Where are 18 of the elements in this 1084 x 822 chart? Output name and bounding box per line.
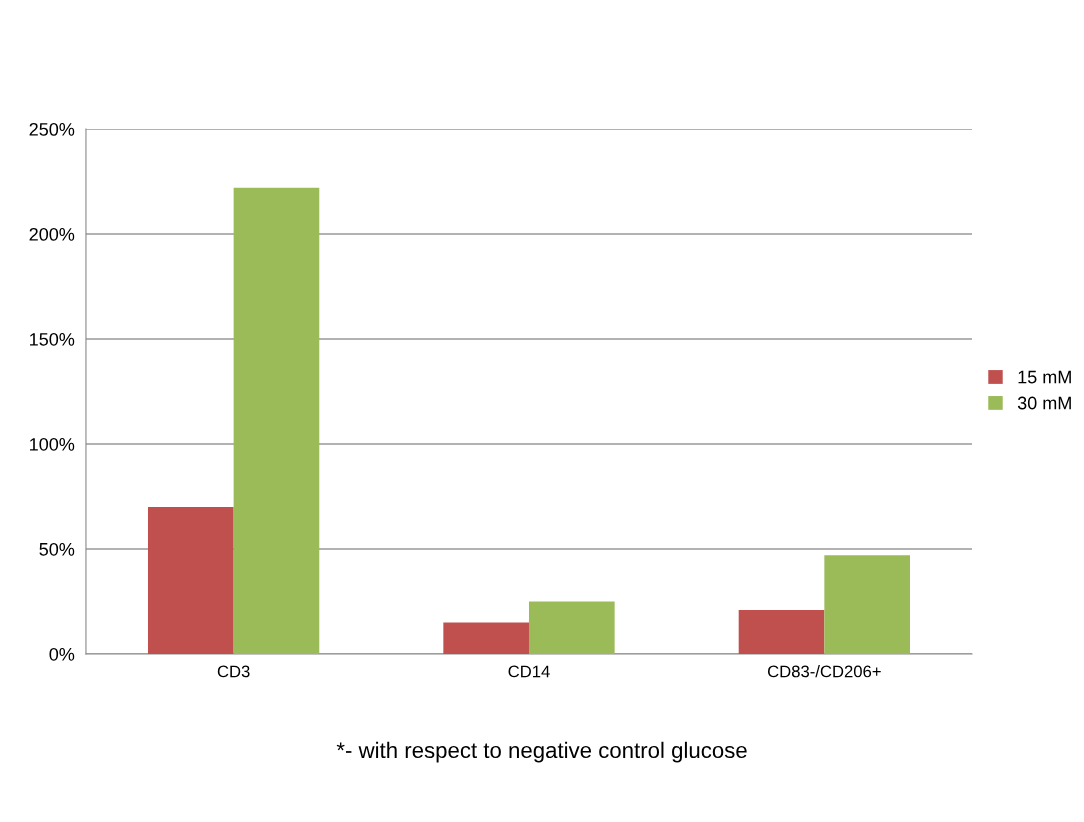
bar [233, 187, 320, 654]
x-tick-label: CD83-/CD206+ [767, 665, 881, 678]
bar [824, 555, 910, 654]
x-tick-label: CD3 [217, 665, 250, 678]
bar [738, 609, 825, 654]
y-tick-label: 150% [30, 332, 75, 346]
bar [147, 507, 234, 654]
legend-label: 30 mM [1017, 396, 1071, 410]
y-tick-label: 50% [39, 542, 75, 556]
y-tick-label: 200% [29, 227, 75, 241]
legend-label: 15 mM [1018, 370, 1071, 384]
y-tick-label: 250% [29, 122, 75, 136]
text: *- with respect to negative control glucose [336, 741, 747, 763]
y-tick-label: 100% [30, 437, 75, 451]
y-tick-label: 0% [49, 647, 75, 661]
bar [443, 622, 529, 654]
x-tick-label: CD14 [508, 665, 550, 678]
bar [528, 601, 615, 654]
